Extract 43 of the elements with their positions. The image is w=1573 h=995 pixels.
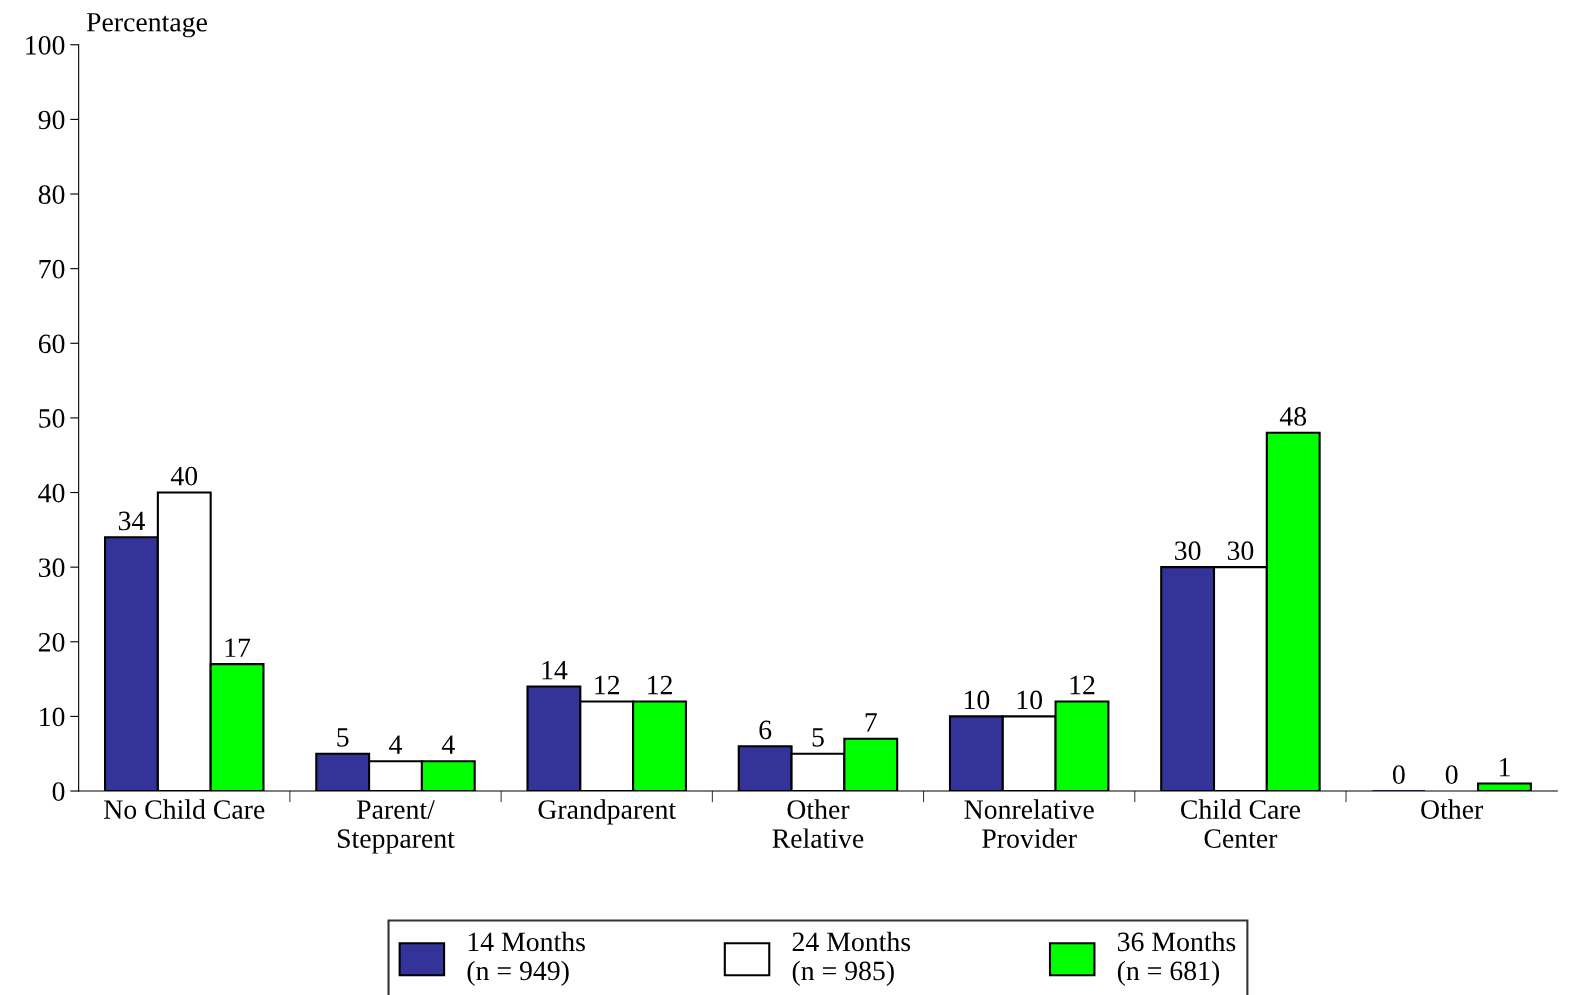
x-tick-label: No Child Care xyxy=(104,799,265,819)
y-tick-label: 80 xyxy=(38,185,65,204)
data-label: 30 xyxy=(1227,541,1254,561)
y-tick-label: 10 xyxy=(40,707,65,727)
data-label: 0 xyxy=(1392,765,1405,784)
data-label: 7 xyxy=(865,713,877,732)
x-tick-label: Other Relative xyxy=(772,799,864,848)
data-label: 30 xyxy=(1175,541,1201,561)
y-tick-label: 50 xyxy=(39,409,65,428)
x-tick-label: Parent/ Stepparent xyxy=(337,800,455,854)
legend-label: 24 Months (n = 985) xyxy=(792,931,911,986)
data-label: 4 xyxy=(441,735,455,754)
data-label: 34 xyxy=(118,511,145,531)
data-label: 12 xyxy=(595,675,620,695)
data-label: 1 xyxy=(1499,757,1510,777)
y-tick-label: 30 xyxy=(39,558,65,578)
data-label: 10 xyxy=(964,690,990,710)
legend-label: 36 Months (n = 681) xyxy=(1117,931,1236,986)
legend-label: 14 Months (n = 949) xyxy=(467,931,585,986)
data-label: 12 xyxy=(648,675,672,695)
y-tick-label: 60 xyxy=(38,334,65,354)
data-label: 6 xyxy=(759,720,772,740)
data-label: 5 xyxy=(812,728,824,747)
data-label: 40 xyxy=(170,466,198,486)
y-tick-label: 70 xyxy=(39,259,65,279)
x-tick-label: Other xyxy=(1421,799,1484,819)
y-tick-label: 0 xyxy=(52,782,65,801)
data-label: 14 xyxy=(542,660,568,680)
y-tick-label: 20 xyxy=(38,632,65,652)
data-label: 17 xyxy=(225,638,251,657)
y-tick-label: 90 xyxy=(38,110,65,130)
data-label: 48 xyxy=(1279,407,1307,426)
data-label: 0 xyxy=(1445,765,1458,784)
y-tick-label: 100 xyxy=(26,35,65,55)
y-tick-label: 40 xyxy=(38,483,65,503)
x-tick-label: Grandparent xyxy=(538,799,676,825)
y-axis-title: Percentage xyxy=(86,13,207,38)
data-label: 4 xyxy=(389,735,403,754)
x-tick-label: Child Care Center xyxy=(1181,799,1301,848)
data-label: 12 xyxy=(1070,675,1095,695)
x-tick-label: Nonrelative Provider xyxy=(964,799,1094,848)
data-label: 5 xyxy=(337,728,349,747)
data-label: 10 xyxy=(1017,690,1043,710)
